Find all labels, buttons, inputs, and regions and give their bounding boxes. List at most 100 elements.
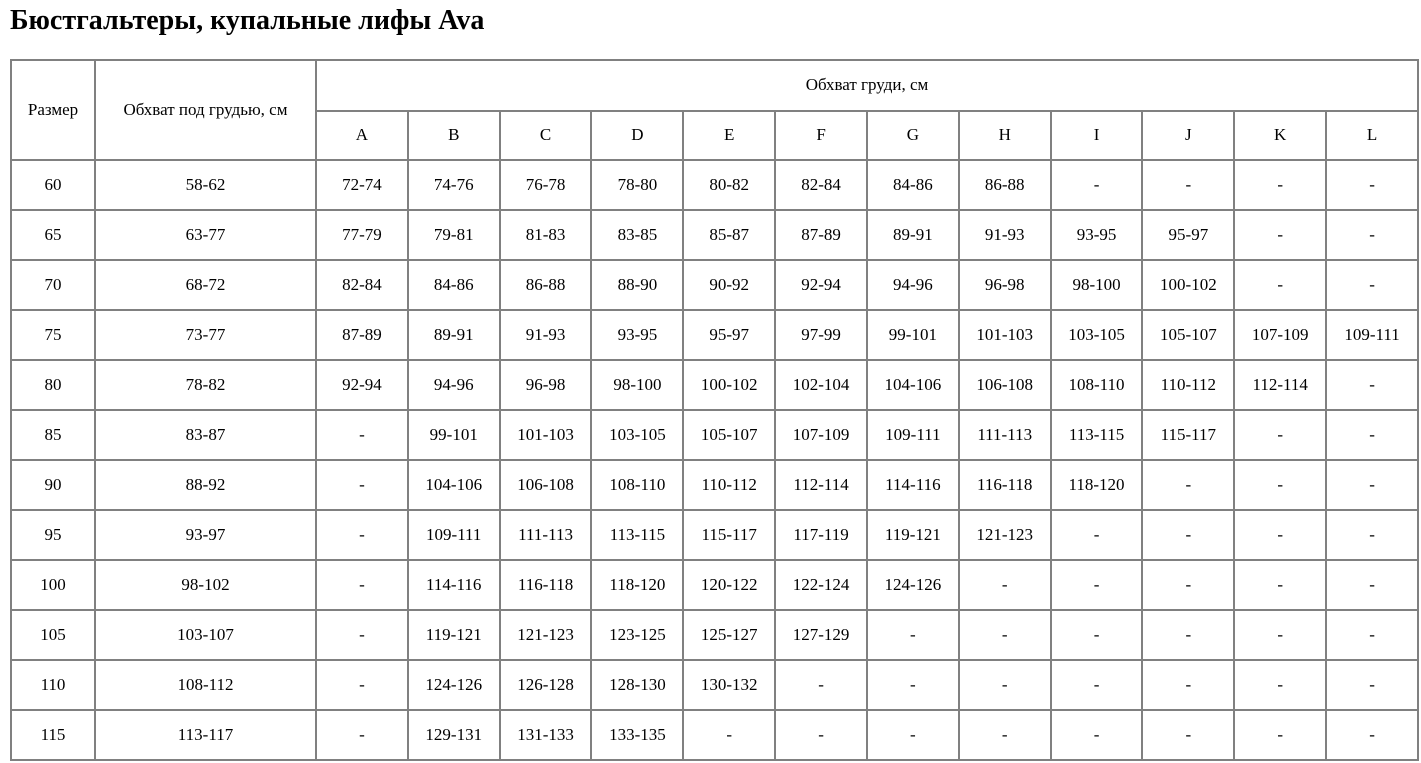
cup-range-cell: 130-132	[682, 658, 777, 711]
cup-range-cell: 105-107	[682, 408, 777, 461]
table-row-size-60: 60 58-62 72-74 74-76 76-78 78-80 80-82 82-84 84-…	[10, 158, 1419, 211]
underbust-cell: 93-97	[94, 508, 317, 561]
cup-range-cell: 106-108	[498, 458, 593, 511]
cup-range-cell: -	[1141, 508, 1236, 561]
cup-range-cell: 97-99	[774, 308, 868, 361]
table-row-size-115: 115 113-117-129-131 131-133 133-135- - - - - - - -	[10, 708, 1419, 761]
cup-column-header-b: B	[406, 109, 501, 161]
cup-range-cell: 107-109	[774, 408, 868, 461]
cup-range-cell: 118-120	[590, 558, 685, 611]
cup-range-cell: -	[1325, 258, 1419, 311]
cup-range-cell: 103-105	[590, 408, 685, 461]
underbust-cell: 78-82	[94, 358, 317, 411]
cup-range-cell: -	[1141, 458, 1236, 511]
cup-range-cell: 96-98	[498, 358, 593, 411]
cup-range-cell: 100-102	[682, 358, 777, 411]
cup-range-cell: 86-88	[498, 258, 593, 311]
cup-range-cell: 84-86	[406, 258, 501, 311]
cup-range-cell: 94-96	[406, 358, 501, 411]
cup-range-cell: 95-97	[682, 308, 777, 361]
cup-range-cell: -	[774, 658, 868, 711]
cup-range-cell: 110-112	[682, 458, 777, 511]
cup-range-cell: 125-127	[682, 608, 777, 661]
table-row-size-95: 95 93-97-109-111 111-113 113-115 115-117 117-…	[10, 508, 1419, 561]
cup-range-cell: 122-124	[774, 558, 868, 611]
cup-range-cell: -	[1049, 608, 1144, 661]
cup-range-cell: -	[1325, 408, 1419, 461]
cup-range-cell: 89-91	[865, 208, 960, 261]
cup-range-cell: -	[1049, 158, 1144, 211]
cup-range-cell: -	[957, 558, 1052, 611]
cup-range-cell: 107-109	[1233, 308, 1328, 361]
cup-range-cell: -	[315, 408, 409, 461]
cup-range-cell: 126-128	[498, 658, 593, 711]
cup-range-cell: -	[315, 458, 409, 511]
table-row-size-85: 85 83-87-99-101 101-103 103-105 105-107 107-1…	[10, 408, 1419, 461]
table-row-size-75: 75 73-77 87-89 89-91 91-93 93-95 95-97 97-99 99-…	[10, 308, 1419, 361]
cup-range-cell: 121-123	[498, 608, 593, 661]
table-row-size-65: 65 63-77 77-79 79-81 81-83 83-85 85-87 87-89 89-…	[10, 208, 1419, 261]
cup-range-cell: -	[1233, 608, 1328, 661]
cup-range-cell: 80-82	[682, 158, 777, 211]
col-header-underbust: Обхват под грудью, см	[94, 58, 317, 161]
underbust-cell: 103-107	[94, 608, 317, 661]
cup-range-cell: -	[1049, 558, 1144, 611]
cup-range-cell: -	[315, 658, 409, 711]
cup-range-cell: -	[1233, 558, 1328, 611]
cup-range-cell: 118-120	[1049, 458, 1144, 511]
cup-range-cell: 84-86	[865, 158, 960, 211]
cup-range-cell: 83-85	[590, 208, 685, 261]
cup-range-cell: 102-104	[774, 358, 868, 411]
cup-range-cell: -	[957, 708, 1052, 761]
cup-range-cell: 87-89	[315, 308, 409, 361]
cup-range-cell: 101-103	[957, 308, 1052, 361]
cup-range-cell: 86-88	[957, 158, 1052, 211]
cup-range-cell: 120-122	[682, 558, 777, 611]
cup-range-cell: -	[1325, 508, 1419, 561]
cup-range-cell: 85-87	[682, 208, 777, 261]
cup-range-cell: 82-84	[315, 258, 409, 311]
cup-range-cell: 119-121	[865, 508, 960, 561]
cup-range-cell: 113-115	[590, 508, 685, 561]
cup-range-cell: -	[1325, 608, 1419, 661]
cup-range-cell: 91-93	[498, 308, 593, 361]
cup-range-cell: 96-98	[957, 258, 1052, 311]
page-title: Бюстгальтеры, купальные лифы Ava	[10, 5, 485, 36]
cup-range-cell: 108-110	[590, 458, 685, 511]
cup-range-cell: -	[682, 708, 777, 761]
cup-range-cell: 104-106	[865, 358, 960, 411]
cup-range-cell: 99-101	[406, 408, 501, 461]
col-header-size: Размер	[10, 58, 96, 161]
cup-range-cell: 110-112	[1141, 358, 1236, 411]
cup-range-cell: 78-80	[590, 158, 685, 211]
cup-column-header-e: E	[682, 109, 777, 161]
cup-range-cell: 91-93	[957, 208, 1052, 261]
table-row-size-90: 90 88-92-104-106 106-108 108-110 110-112 112-…	[10, 458, 1419, 511]
cup-range-cell: -	[1141, 708, 1236, 761]
cup-range-cell: 90-92	[682, 258, 777, 311]
cup-range-cell: 128-130	[590, 658, 685, 711]
cup-range-cell: 108-110	[1049, 358, 1144, 411]
cup-range-cell: -	[1141, 608, 1236, 661]
size-cell: 85	[10, 408, 96, 461]
table-row-size-110: 110 108-112-124-126 126-128 128-130 130-132-…	[10, 658, 1419, 711]
cup-column-header-g: G	[865, 109, 960, 161]
cup-range-cell: -	[865, 708, 960, 761]
cup-range-cell: 131-133	[498, 708, 593, 761]
cup-range-cell: 115-117	[682, 508, 777, 561]
cup-range-cell: 106-108	[957, 358, 1052, 411]
cup-range-cell: 95-97	[1141, 208, 1236, 261]
cup-range-cell: 112-114	[774, 458, 868, 511]
cup-range-cell: -	[315, 558, 409, 611]
cup-range-cell: 114-116	[406, 558, 501, 611]
cup-column-header-f: F	[774, 109, 868, 161]
cup-range-cell: -	[1049, 708, 1144, 761]
cup-range-cell: 98-100	[590, 358, 685, 411]
cup-range-cell: 94-96	[865, 258, 960, 311]
size-cell: 115	[10, 708, 96, 761]
table-row-size-105: 105 103-107-119-121 121-123 123-125 125-127 1…	[10, 608, 1419, 661]
cup-range-cell: 109-111	[406, 508, 501, 561]
cup-range-cell: 79-81	[406, 208, 501, 261]
cup-range-cell: 124-126	[865, 558, 960, 611]
